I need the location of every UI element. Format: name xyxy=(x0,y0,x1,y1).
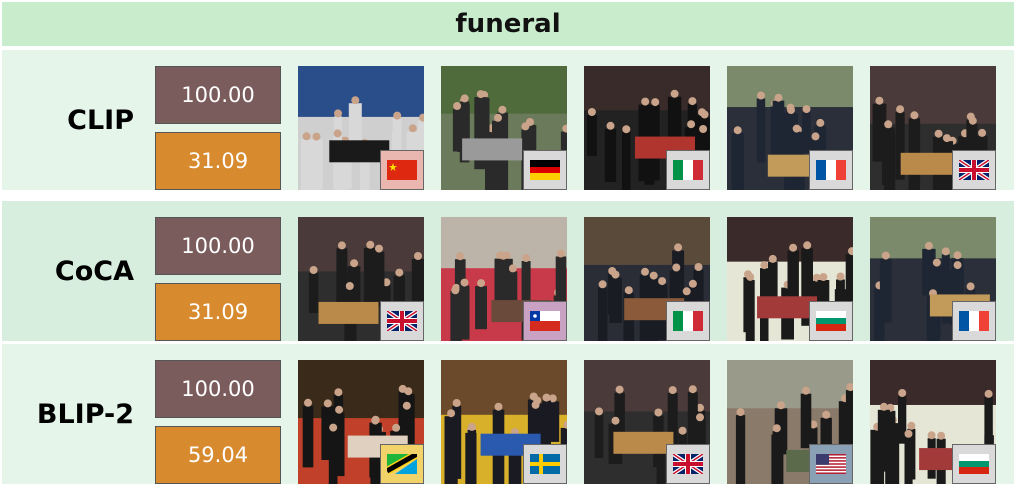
result-image[interactable] xyxy=(727,217,853,341)
flag-uk-icon xyxy=(380,301,424,341)
flag-china-icon xyxy=(380,150,424,190)
result-image[interactable] xyxy=(441,360,567,484)
model-name: CoCA xyxy=(54,255,134,287)
model-row-clip: CLIP 100.00 31.09 xyxy=(2,50,1014,190)
result-image[interactable] xyxy=(298,217,424,341)
result-image[interactable] xyxy=(870,66,996,190)
flag-chile-icon xyxy=(523,301,567,341)
result-image[interactable] xyxy=(584,360,710,484)
result-image[interactable] xyxy=(584,66,710,190)
result-image[interactable] xyxy=(727,66,853,190)
flag-bulgaria-icon xyxy=(809,301,853,341)
flag-italy-icon xyxy=(666,150,710,190)
result-image[interactable] xyxy=(584,217,710,341)
model-row-blip-2: BLIP-2 100.00 59.04 xyxy=(2,344,1014,484)
score-top: 100.00 xyxy=(155,217,281,275)
result-image[interactable] xyxy=(870,360,996,484)
result-image[interactable] xyxy=(870,217,996,341)
flag-germany-icon xyxy=(523,150,567,190)
flag-sweden-icon xyxy=(523,444,567,484)
flag-france-icon xyxy=(809,150,853,190)
score-bottom: 31.09 xyxy=(155,283,281,341)
flag-france-icon xyxy=(952,301,996,341)
score-bottom: 31.09 xyxy=(155,132,281,190)
score-top: 100.00 xyxy=(155,360,281,418)
model-name: CLIP xyxy=(67,104,134,136)
result-image[interactable] xyxy=(727,360,853,484)
score-top: 100.00 xyxy=(155,66,281,124)
model-name: BLIP-2 xyxy=(36,398,134,430)
score-bottom: 59.04 xyxy=(155,426,281,484)
query-title: funeral xyxy=(2,2,1014,46)
result-image[interactable] xyxy=(298,360,424,484)
flag-tanzania-icon xyxy=(380,444,424,484)
result-image[interactable] xyxy=(298,66,424,190)
flag-italy-icon xyxy=(666,301,710,341)
flag-uk-icon xyxy=(666,444,710,484)
flag-usa-icon xyxy=(809,444,853,484)
result-image[interactable] xyxy=(441,217,567,341)
flag-bulgaria-icon xyxy=(952,444,996,484)
flag-uk-icon xyxy=(952,150,996,190)
model-row-coca: CoCA 100.00 31.09 xyxy=(2,201,1014,341)
result-image[interactable] xyxy=(441,66,567,190)
